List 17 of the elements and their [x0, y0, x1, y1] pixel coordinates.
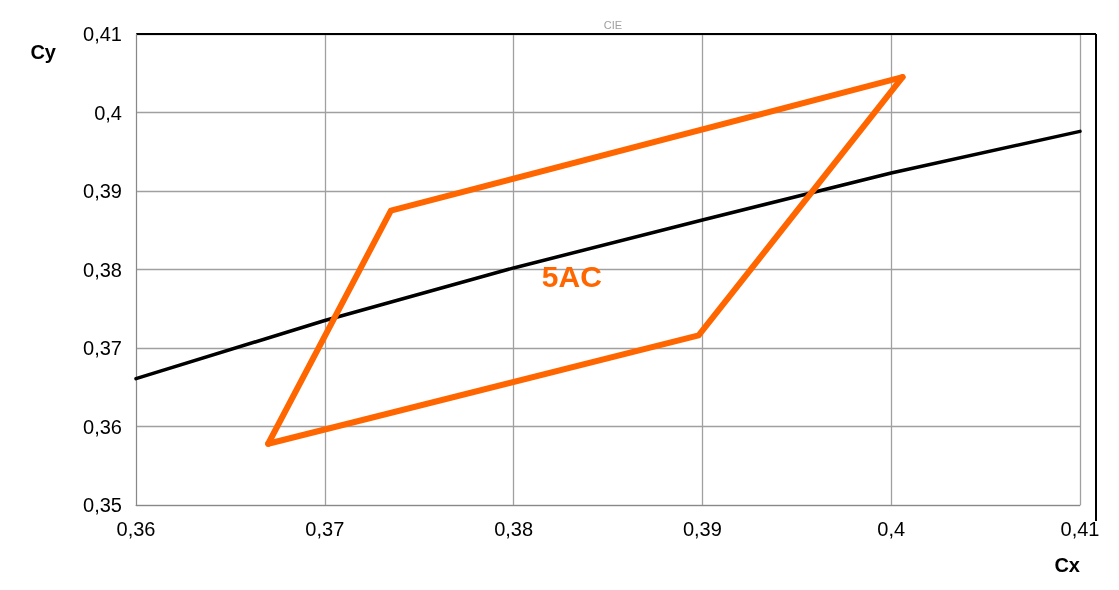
x-tick-label: 0,37: [305, 518, 345, 540]
y-tick-label: 0,37: [83, 337, 122, 359]
y-axis-title: Cy: [30, 41, 57, 63]
x-tick-label: 0,4: [877, 518, 906, 540]
x-axis-title: Cx: [1054, 554, 1080, 576]
y-tick-label: 0,35: [83, 494, 122, 516]
y-tick-label: 0,36: [83, 415, 122, 438]
y-tick-label: 0,4: [94, 101, 122, 124]
x-tick-label: 0,38: [494, 518, 534, 540]
x-tick-label: 0,39: [682, 518, 722, 540]
y-tick-label: 0,38: [83, 258, 122, 281]
x-tick-label: 0,36: [116, 518, 156, 540]
chart-title: CIE: [603, 18, 623, 31]
y-tick-label: 0,41: [83, 23, 122, 45]
text: 5AC: [541, 260, 602, 294]
x-tick-label: 0,41: [1060, 518, 1100, 540]
y-tick-label: 0,39: [83, 180, 122, 202]
